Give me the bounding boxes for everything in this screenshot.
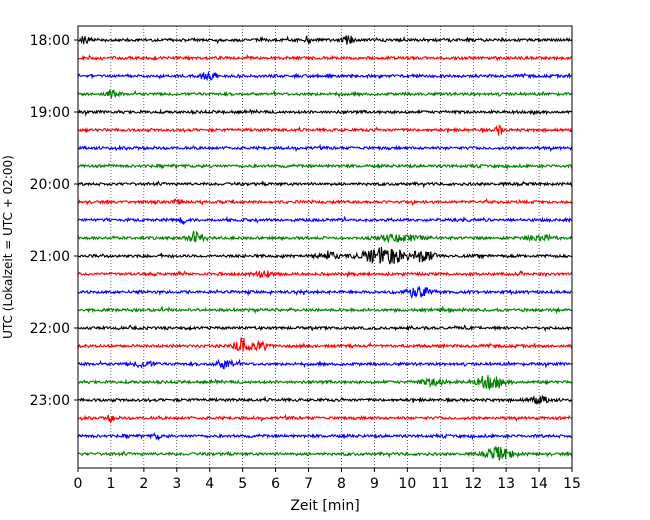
x-tick-label: 1 bbox=[106, 476, 115, 492]
seismogram-trace bbox=[77, 162, 573, 171]
x-tick-label: 14 bbox=[530, 476, 548, 492]
x-tick-label: 5 bbox=[238, 476, 247, 492]
y-axis-label: UTC (Lokalzeit = UTC + 02:00) bbox=[1, 155, 15, 339]
x-axis-label: Zeit [min] bbox=[290, 498, 359, 514]
x-tick-label: 10 bbox=[398, 476, 416, 492]
seismogram-trace bbox=[77, 124, 573, 136]
x-tick-label: 0 bbox=[74, 476, 83, 492]
y-axis: 18:00 19:00 20:00 21:00 22:00 23:00 bbox=[30, 33, 78, 409]
x-tick-label: 8 bbox=[337, 476, 346, 492]
seismogram-trace bbox=[77, 358, 573, 370]
y-tick-label: 18:00 bbox=[30, 33, 70, 49]
seismogram-trace bbox=[77, 445, 573, 461]
seismogram-trace bbox=[77, 247, 573, 265]
x-tick-label: 11 bbox=[431, 476, 449, 492]
seismogram-trace bbox=[77, 180, 573, 189]
seismogram-trace bbox=[77, 88, 573, 99]
seismogram-trace bbox=[77, 324, 573, 333]
y-tick-label: 22:00 bbox=[30, 321, 70, 337]
seismogram-trace bbox=[77, 230, 573, 244]
y-tick-label: 21:00 bbox=[30, 249, 70, 265]
y-tick-label: 23:00 bbox=[30, 393, 70, 409]
seismogram-trace bbox=[77, 70, 573, 82]
x-tick-label: 7 bbox=[304, 476, 313, 492]
seismogram-trace bbox=[77, 305, 573, 315]
x-tick-label: 3 bbox=[172, 476, 181, 492]
seismogram-trace bbox=[77, 35, 573, 45]
x-tick-label: 4 bbox=[205, 476, 214, 492]
y-tick-label: 20:00 bbox=[30, 177, 70, 193]
seismogram-trace bbox=[77, 215, 573, 226]
x-tick-label: 13 bbox=[497, 476, 515, 492]
seismogram-trace bbox=[77, 143, 573, 153]
plot-frame bbox=[77, 25, 573, 469]
seismogram-trace bbox=[77, 197, 573, 206]
seismogram-trace bbox=[77, 337, 573, 352]
x-tick-label: 12 bbox=[464, 476, 482, 492]
seismogram-traces bbox=[77, 35, 573, 461]
seismogram-trace bbox=[77, 375, 573, 391]
x-tick-label: 6 bbox=[271, 476, 280, 492]
seismogram-trace bbox=[77, 108, 573, 117]
x-tick-label: 2 bbox=[139, 476, 148, 492]
seismogram-trace bbox=[77, 285, 573, 299]
x-tick-label: 15 bbox=[563, 476, 581, 492]
seismogram-trace bbox=[77, 413, 573, 423]
x-tick-label: 9 bbox=[370, 476, 379, 492]
seismogram-trace bbox=[77, 269, 573, 279]
seismogram-trace bbox=[77, 432, 573, 442]
x-axis: 0 1 2 3 4 5 6 7 8 9 10 11 12 13 14 15 bbox=[74, 468, 581, 492]
seismogram-trace bbox=[77, 394, 573, 405]
seismogram-trace bbox=[77, 53, 573, 62]
y-tick-label: 19:00 bbox=[30, 105, 70, 121]
